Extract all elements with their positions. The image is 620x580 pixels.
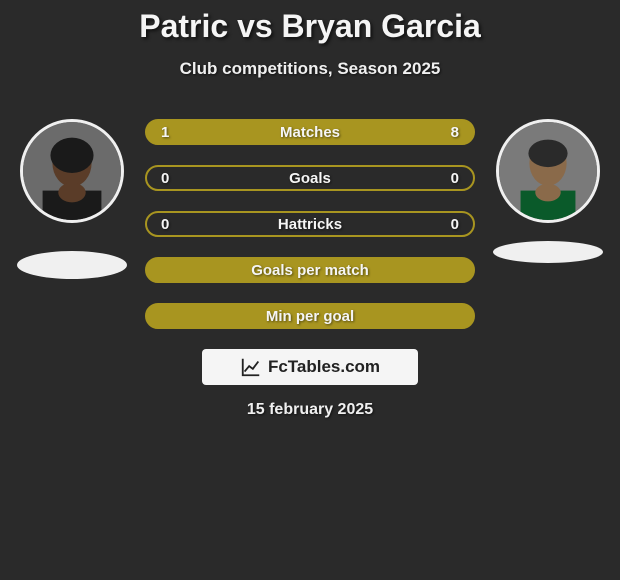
page-title: Patric vs Bryan Garcia (0, 8, 620, 45)
date-label: 15 february 2025 (0, 401, 620, 419)
source-logo[interactable]: FcTables.com (202, 349, 418, 385)
stat-right-value: 0 (451, 216, 459, 233)
stat-left-value: 0 (161, 216, 169, 233)
stats-column: 1 8 Matches 0 0 Goals 0 0 Hattricks Goals per mat… (145, 119, 475, 329)
player-right-avatar (496, 119, 600, 223)
stat-left-value: 1 (161, 124, 169, 141)
stat-row: 0 0 Goals (145, 165, 475, 191)
stat-left-value: 0 (161, 170, 169, 187)
stat-label: Matches (280, 124, 340, 141)
source-logo-text: FcTables.com (268, 357, 380, 377)
stat-label: Hattricks (278, 216, 342, 233)
stat-label: Goals per match (251, 262, 369, 279)
stat-label: Min per goal (266, 308, 354, 325)
player-left-column (17, 119, 127, 279)
subtitle: Club competitions, Season 2025 (0, 59, 620, 79)
stat-label: Goals (289, 170, 331, 187)
stat-row: 1 8 Matches (145, 119, 475, 145)
stat-right-value: 0 (451, 170, 459, 187)
main-row: 1 8 Matches 0 0 Goals 0 0 Hattricks Goals per mat… (0, 119, 620, 329)
stat-row: 0 0 Hattricks (145, 211, 475, 237)
chart-icon (240, 356, 262, 378)
player-right-name-plate (493, 241, 603, 263)
player-left-name-plate (17, 251, 127, 279)
player-left-avatar (20, 119, 124, 223)
comparison-card: Patric vs Bryan Garcia Club competitions… (0, 0, 620, 419)
player-right-column (493, 119, 603, 263)
stat-row: Goals per match (145, 257, 475, 283)
stat-row: Min per goal (145, 303, 475, 329)
stat-right-value: 8 (451, 124, 459, 141)
